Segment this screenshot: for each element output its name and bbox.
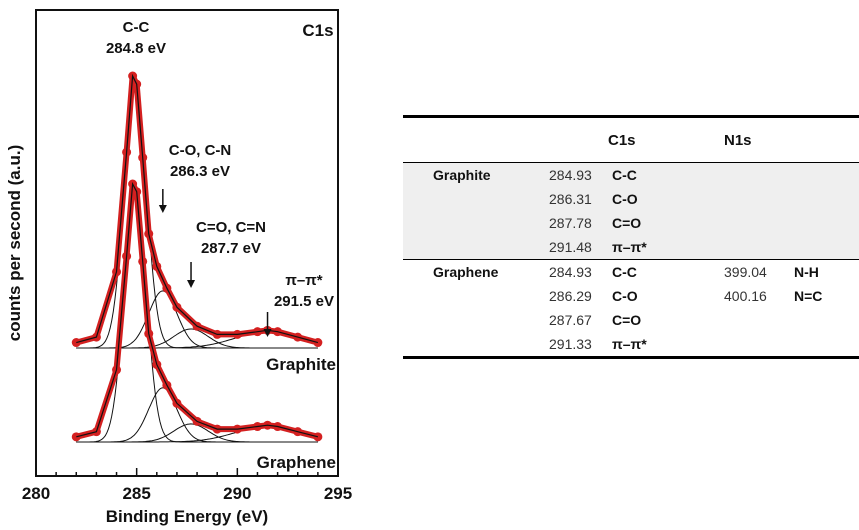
c1s-value-cell: 286.29 — [549, 288, 592, 304]
annotation-pi-energy: 291.5 eV — [274, 293, 334, 310]
peak-table-container: C1s N1s Graphite 284.93 C-C 286.31 C-O — [403, 115, 859, 359]
c1s-assignment-cell: π–π* — [612, 235, 724, 260]
n1s-value-cell — [724, 332, 794, 358]
n1s-value-cell — [724, 211, 794, 235]
header-n1s: N1s — [724, 131, 752, 149]
n1s-assignment-cell — [794, 187, 859, 211]
c1s-assignment-cell: π–π* — [612, 336, 647, 352]
x-tick-label: 285 — [122, 484, 150, 503]
table-row: 287.78 C=O — [403, 211, 859, 235]
fit-component-graphene-1 — [76, 387, 318, 443]
material-cell: Graphite — [403, 162, 549, 187]
n1s-assignment-cell: N=C — [794, 288, 823, 304]
c1s-assignment-cell: C-C — [612, 259, 724, 284]
c1s-value-cell: 284.93 — [549, 162, 612, 187]
c1s-value-cell: 284.93 — [549, 259, 612, 284]
peak-assignment-table: C1s N1s Graphite 284.93 C-C 286.31 C-O — [403, 115, 859, 359]
series-label-graphene: Graphene — [257, 453, 336, 472]
data-point-graphene — [71, 432, 81, 442]
table-row: 286.31 C-O — [403, 187, 859, 211]
n1s-assignment-cell — [794, 235, 859, 260]
n1s-assignment-cell — [794, 162, 859, 187]
material-cell — [403, 284, 549, 308]
n1s-value-cell — [724, 308, 794, 332]
plot-frame — [35, 9, 339, 477]
group-graphene: Graphene 284.93 C-C 399.04 N-H 286.29 C-… — [403, 259, 859, 358]
table-row: 291.33 π–π* — [403, 332, 859, 358]
data-point-graphite — [71, 338, 81, 348]
c1s-assignment-cell: C-O — [612, 187, 724, 211]
table-row: 286.29 C-O 400.16 N=C — [403, 284, 859, 308]
x-tick-label: 280 — [22, 484, 50, 503]
c1s-value-cell: 286.31 — [549, 187, 612, 211]
material-cell — [403, 332, 549, 358]
n1s-assignment-cell: N-H — [794, 259, 859, 284]
c1s-value-cell: 287.78 — [549, 211, 612, 235]
c1s-assignment-cell: C-C — [612, 162, 724, 187]
annotation-co-energy: 286.3 eV — [170, 163, 230, 180]
c1s-value-cell: 291.33 — [549, 336, 592, 352]
n1s-assignment-cell — [794, 332, 859, 358]
annotation-arrowhead — [158, 205, 167, 213]
n1s-assignment-cell — [794, 211, 859, 235]
c1s-assignment-cell: C=O — [612, 211, 724, 235]
x-axis-label: Binding Energy (eV) — [106, 507, 268, 526]
c1s-assignment-cell: C=O — [612, 312, 642, 328]
n1s-assignment-cell — [794, 308, 859, 332]
annotation-co-label: C-O, C-N — [169, 142, 232, 159]
table-row: 291.48 π–π* — [403, 235, 859, 260]
x-tick-label: 295 — [324, 484, 352, 503]
series-label-graphite: Graphite — [266, 355, 336, 374]
n1s-value-cell — [724, 235, 794, 260]
y-axis-label: counts per second (a.u.) — [5, 145, 24, 341]
envelope-line-graphene — [76, 181, 319, 438]
n1s-value-cell: 399.04 — [724, 259, 794, 284]
header-c1s: C1s — [608, 131, 636, 149]
annotation-pi-label: π–π* — [285, 272, 322, 289]
c1s-value-cell: 287.67 — [549, 312, 592, 328]
n1s-value-cell — [724, 187, 794, 211]
annotation-c-dbl-o-label: C=O, C=N — [196, 219, 266, 236]
n1s-value-cell: 400.16 — [724, 288, 767, 304]
material-cell — [403, 187, 549, 211]
material-cell: Graphene — [403, 259, 549, 284]
table-row: Graphene 284.93 C-C 399.04 N-H — [403, 259, 859, 284]
group-graphite: Graphite 284.93 C-C 286.31 C-O 287.78 C=… — [403, 162, 859, 260]
c1s-value-cell: 291.48 — [549, 235, 612, 260]
table-row: 287.67 C=O — [403, 308, 859, 332]
table-row: Graphite 284.93 C-C — [403, 162, 859, 187]
annotation-c-dbl-o-energy: 287.7 eV — [201, 240, 261, 257]
material-cell — [403, 308, 549, 332]
material-cell — [403, 211, 549, 235]
annotation-cc-energy: 284.8 eV — [106, 40, 166, 57]
annotation-arrowhead — [263, 329, 272, 337]
table-header-row: C1s N1s — [403, 116, 859, 163]
annotation-arrowhead — [187, 280, 196, 288]
c1s-assignment-cell: C-O — [612, 288, 638, 304]
panel-label: C1s — [302, 21, 333, 40]
n1s-value-cell — [724, 162, 794, 187]
material-cell — [403, 235, 549, 260]
xps-c1s-plot: 280 285 290 295 C1s C-C 284.8 eV C-O, C-N 2… — [5, 9, 352, 526]
x-tick-label: 290 — [223, 484, 251, 503]
annotation-cc-label: C-C — [123, 19, 150, 36]
